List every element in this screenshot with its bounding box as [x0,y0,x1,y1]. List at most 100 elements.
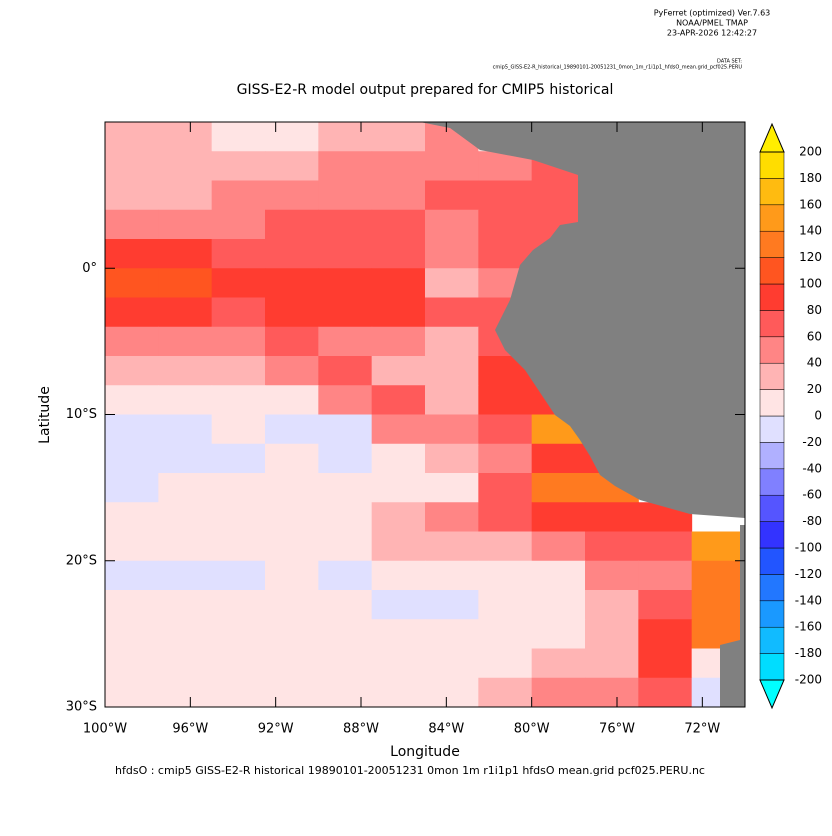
x-tick-label: 100°W [83,722,127,737]
x-tick-label: 76°W [599,722,635,737]
cell [371,414,426,445]
cell [265,590,319,620]
cell [478,619,533,649]
colorbar-label: -120 [795,567,822,581]
cell [105,619,159,649]
dataset-label: DATA SET: [717,59,742,65]
cell [265,560,319,591]
cell [105,122,159,152]
cell [638,648,693,679]
cell [425,414,479,445]
cell [211,619,266,649]
cell [211,268,266,298]
cell [425,677,479,708]
cell [158,443,213,474]
cell [158,502,213,532]
cell [425,180,479,211]
cell [105,268,159,298]
cell [105,473,159,503]
colorbar-bin [759,442,785,470]
cell [158,590,213,620]
cell [425,648,479,679]
cell [211,122,266,152]
cell [691,560,746,591]
cell [211,502,266,532]
cell [158,326,213,357]
cell [318,122,373,152]
cell [158,560,213,591]
dataset: cmip5_GISS-E2-R_historical_19890101-2005… [493,65,743,71]
cell [211,473,266,503]
colorbar-label: -40 [802,461,822,475]
cell [265,473,319,503]
cell [265,531,319,562]
cell [211,209,266,240]
cell [371,151,426,181]
colorbar-label: -160 [795,620,822,634]
cell [158,473,213,503]
x-tick-label: 92°W [258,722,294,737]
y-tick-label: 20°S [66,553,97,568]
cell [425,531,479,562]
x-tick-label: 80°W [514,722,550,737]
cell [158,297,213,328]
cell [211,151,266,181]
cell [318,414,373,445]
colorbar-bin [759,468,785,496]
cell [531,677,586,708]
cell [211,414,266,445]
cell [425,473,479,503]
colorbar-bin [759,230,785,258]
cell [105,531,159,562]
colorbar-label: -100 [795,541,822,555]
cell [531,180,586,211]
x-tick-label: 96°W [172,722,208,737]
cell [318,239,373,269]
cell [531,560,586,591]
cell [265,502,319,532]
cell [318,443,373,474]
y-tick-label: 0° [82,261,97,276]
cell [265,414,319,445]
colorbar-under [759,679,785,710]
cell [638,560,693,591]
cell [371,326,426,357]
y-tick-label: 10°S [66,407,97,422]
cell [318,268,373,298]
colorbar-label: 20 [807,382,822,396]
footer: hfdsO : cmip5 GISS-E2-R historical 19890… [115,764,705,777]
cell [531,590,586,620]
land [420,122,745,518]
cell [211,531,266,562]
cell [211,590,266,620]
cell [318,619,373,649]
cell [265,385,319,415]
cell [478,590,533,620]
cell [318,590,373,620]
cell [105,209,159,240]
cell [105,297,159,328]
cell [158,677,213,708]
cell [265,443,319,474]
cell [211,356,266,386]
y-tick-label: 30°S [66,700,97,715]
cell [318,677,373,708]
colorbar-bin [759,336,785,364]
cell [265,239,319,269]
colorbar-label: -200 [795,673,822,687]
colorbar-bin [759,547,785,575]
cell [158,531,213,562]
cell [371,531,426,562]
colorbar-label: 80 [807,303,822,317]
land [720,525,745,707]
x-tick-label: 72°W [684,722,720,737]
cell [265,268,319,298]
cell [211,677,266,708]
cell [425,356,479,386]
cell [211,180,266,211]
cell [158,180,213,211]
header-line: NOAA/PMEL TMAP [676,19,748,28]
colorbar-label: 60 [807,329,822,343]
colorbar-bin [759,283,785,311]
